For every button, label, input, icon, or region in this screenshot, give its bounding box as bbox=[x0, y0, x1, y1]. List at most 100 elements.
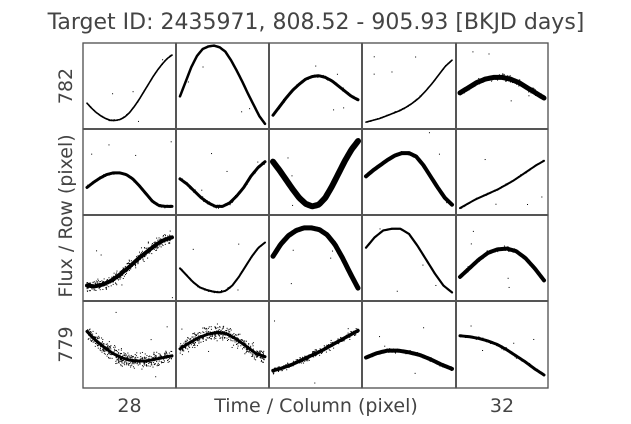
data-point bbox=[130, 260, 132, 262]
data-point bbox=[116, 272, 118, 274]
data-point bbox=[260, 350, 262, 352]
data-point bbox=[134, 265, 136, 267]
data-point bbox=[503, 245, 505, 247]
data-point bbox=[103, 278, 105, 280]
outlier-point bbox=[488, 53, 490, 55]
data-point bbox=[90, 337, 92, 339]
data-point bbox=[234, 340, 236, 342]
data-point bbox=[192, 336, 194, 338]
data-point bbox=[126, 361, 128, 363]
data-point bbox=[296, 359, 298, 361]
data-point bbox=[121, 269, 123, 271]
data-point bbox=[145, 364, 147, 366]
data-point bbox=[123, 361, 125, 363]
data-point bbox=[99, 281, 101, 282]
outlier-point bbox=[192, 248, 194, 250]
data-point bbox=[90, 339, 92, 341]
data-point bbox=[497, 251, 499, 253]
data-point bbox=[98, 287, 100, 288]
outlier-point bbox=[162, 59, 164, 61]
data-point bbox=[143, 363, 145, 365]
outlier-point bbox=[381, 162, 383, 164]
data-point bbox=[156, 237, 158, 239]
data-point bbox=[315, 349, 317, 351]
data-point bbox=[243, 346, 245, 348]
data-point bbox=[160, 246, 162, 248]
data-point bbox=[237, 334, 239, 336]
data-point bbox=[139, 358, 141, 360]
data-point bbox=[198, 342, 200, 344]
data-point bbox=[315, 350, 317, 352]
panel-r2-c4 bbox=[455, 214, 549, 302]
data-point bbox=[139, 251, 141, 253]
data-point bbox=[230, 338, 232, 340]
data-point bbox=[106, 279, 108, 281]
data-point bbox=[255, 359, 257, 361]
chart-title: Target ID: 2435971, 808.52 - 905.93 [BKJ… bbox=[47, 10, 585, 35]
data-point bbox=[140, 357, 142, 359]
panel-series-2-0 bbox=[85, 230, 174, 299]
data-point bbox=[161, 362, 162, 364]
data-point bbox=[261, 359, 262, 361]
data-point bbox=[247, 350, 249, 352]
panel-r2-c0 bbox=[82, 214, 177, 302]
data-point bbox=[156, 351, 158, 353]
data-point bbox=[196, 340, 198, 342]
data-point bbox=[187, 348, 189, 350]
data-point bbox=[429, 360, 431, 362]
data-point bbox=[220, 337, 222, 339]
data-point bbox=[130, 365, 132, 367]
data-point bbox=[128, 354, 130, 356]
outlier-point bbox=[132, 91, 134, 93]
panel-frame bbox=[361, 128, 457, 216]
data-point bbox=[148, 363, 150, 365]
data-point bbox=[110, 354, 112, 356]
data-point bbox=[244, 340, 246, 342]
data-point bbox=[105, 350, 107, 352]
data-point bbox=[194, 336, 196, 338]
panel-r2-c3 bbox=[361, 214, 457, 302]
data-point bbox=[125, 274, 127, 276]
data-point bbox=[204, 328, 206, 330]
data-point bbox=[202, 337, 204, 339]
data-point bbox=[115, 357, 117, 359]
data-point bbox=[92, 333, 94, 335]
data-point bbox=[295, 359, 297, 361]
data-point bbox=[193, 338, 195, 340]
outlier-point bbox=[373, 73, 375, 75]
data-point bbox=[148, 357, 150, 359]
data-point bbox=[158, 364, 160, 366]
data-point bbox=[170, 350, 172, 352]
data-point bbox=[103, 343, 105, 344]
outlier-point bbox=[238, 243, 240, 245]
data-point bbox=[229, 328, 231, 330]
data-point bbox=[124, 364, 126, 366]
panel-frame bbox=[455, 300, 549, 389]
data-point bbox=[94, 282, 96, 284]
data-point bbox=[91, 340, 93, 341]
data-point bbox=[532, 87, 534, 89]
data-point bbox=[167, 359, 169, 361]
panel-r0-c3 bbox=[361, 42, 457, 130]
data-point bbox=[227, 339, 229, 341]
trend-line bbox=[85, 171, 174, 208]
data-point bbox=[320, 352, 322, 354]
data-point bbox=[221, 336, 223, 338]
data-point bbox=[139, 363, 141, 365]
data-point bbox=[110, 285, 112, 287]
data-point bbox=[251, 353, 253, 355]
data-point bbox=[505, 347, 507, 349]
outlier-point bbox=[249, 108, 251, 110]
data-point bbox=[118, 349, 120, 351]
data-point bbox=[144, 362, 146, 364]
data-point bbox=[155, 355, 157, 357]
data-point bbox=[230, 340, 232, 342]
data-point bbox=[233, 333, 235, 335]
data-point bbox=[137, 263, 139, 265]
data-point bbox=[151, 253, 153, 255]
data-point bbox=[137, 356, 139, 358]
data-point bbox=[217, 334, 219, 336]
data-point bbox=[467, 266, 469, 268]
data-point bbox=[244, 342, 246, 344]
data-point bbox=[164, 236, 166, 238]
